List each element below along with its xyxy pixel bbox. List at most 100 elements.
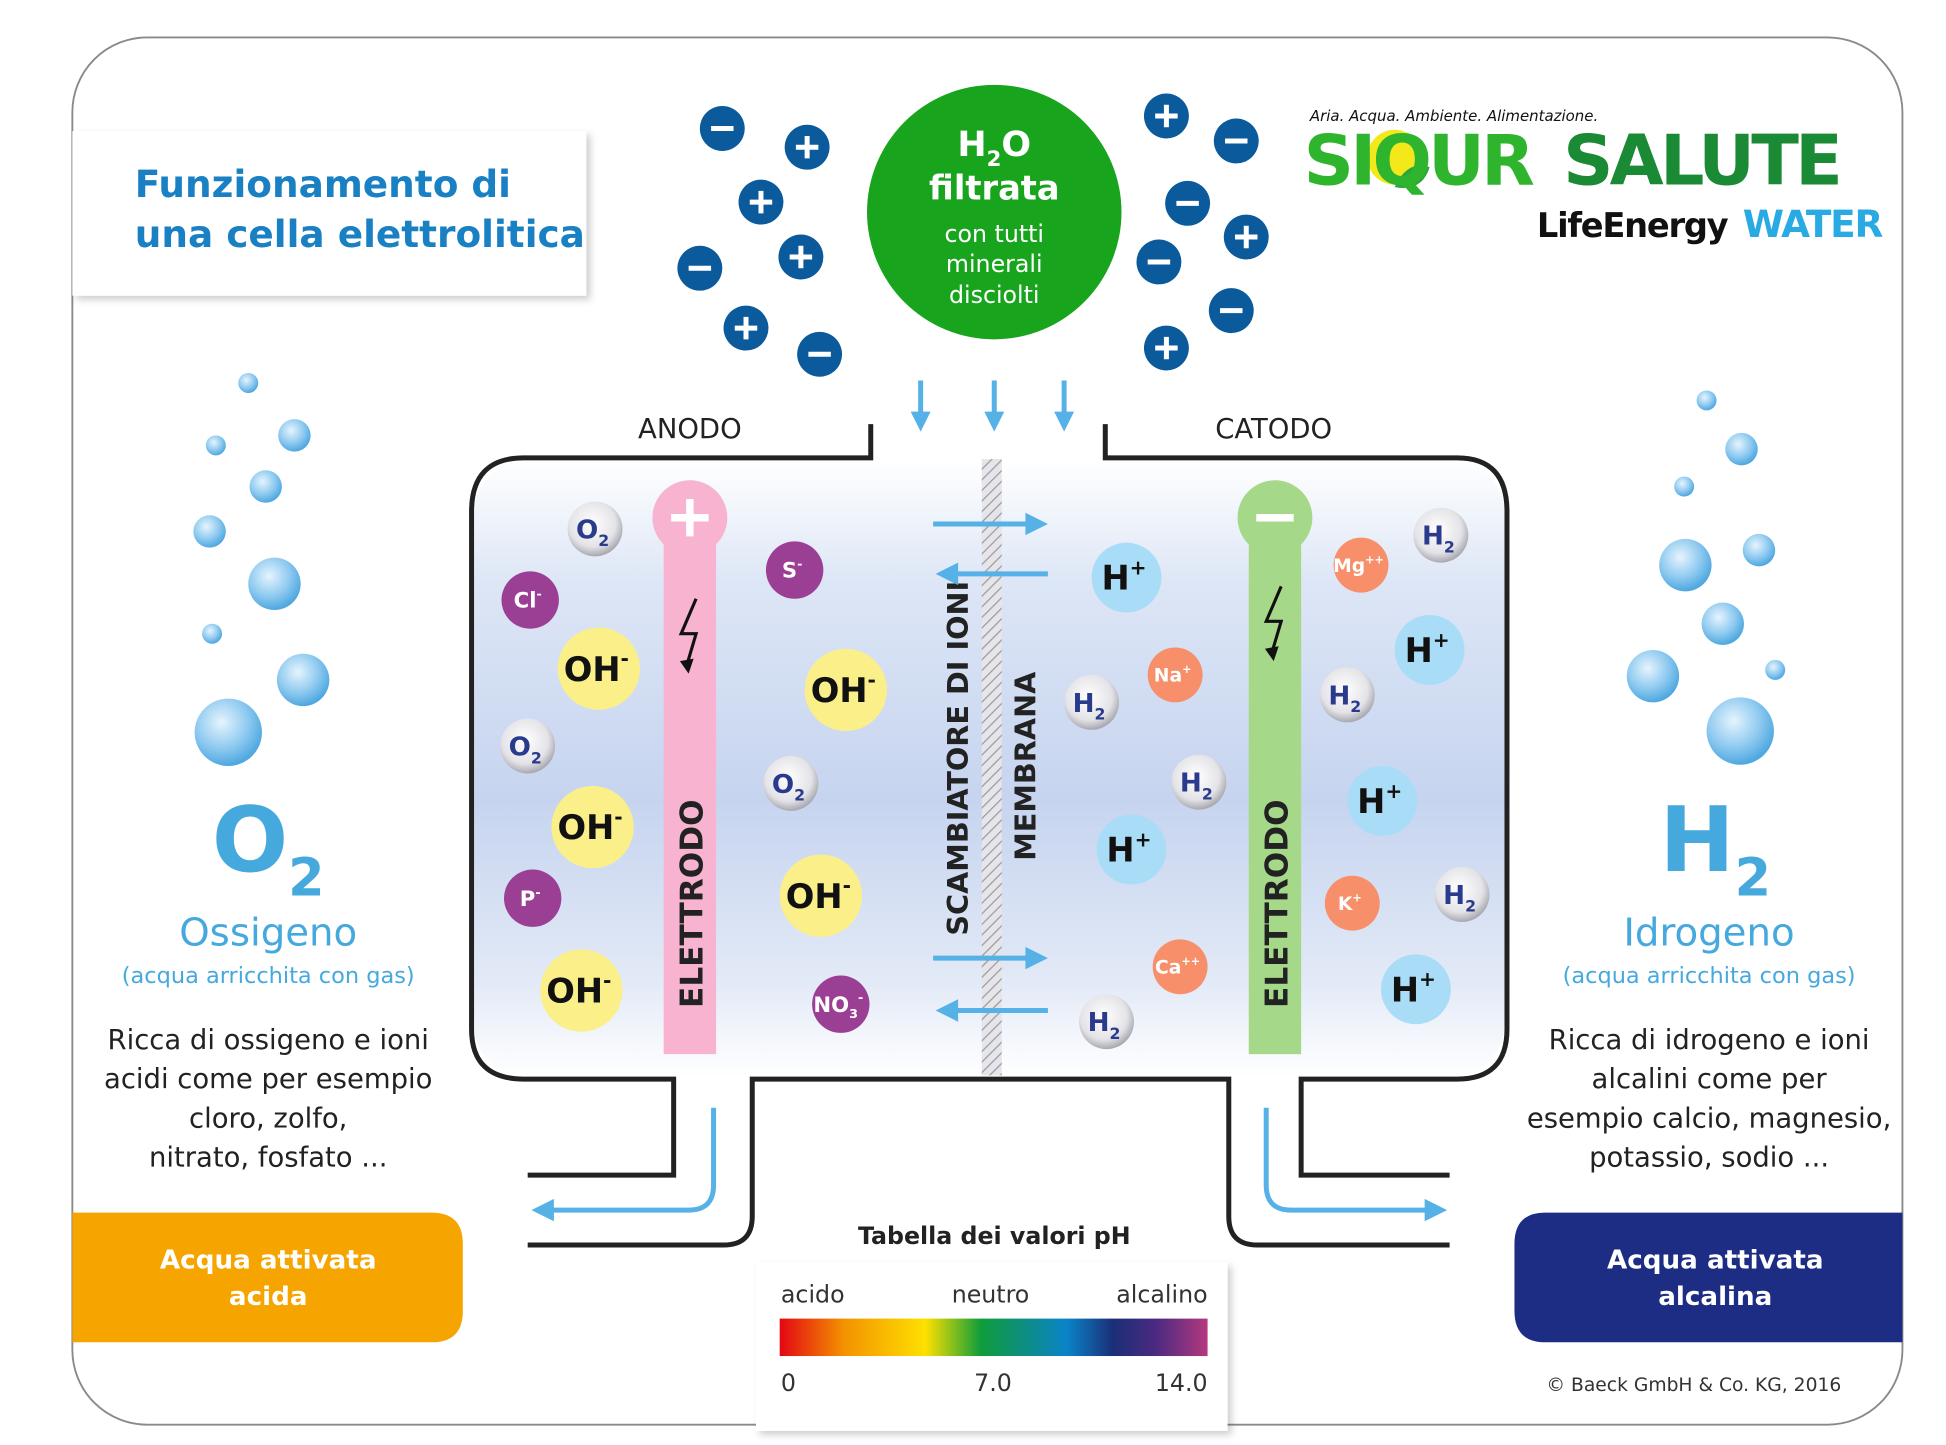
alkaline-output-box — [1514, 1212, 1903, 1343]
ph-alkaline-label: alcalino — [1116, 1280, 1207, 1308]
logo-sub-2: WATER — [1743, 202, 1884, 246]
cathode-electrode-label: ELETTRODO — [1259, 799, 1295, 1008]
molecule-label: H+ — [1391, 967, 1436, 1009]
anode-label: ANODO — [638, 414, 742, 445]
anode-electrode: ELETTRODO — [652, 480, 728, 1055]
gas-bubbles — [193, 373, 1786, 766]
bubble-icon — [1725, 432, 1758, 466]
logo-tagline: Aria. Acqua. Ambiente. Alimentazione. — [1309, 107, 1598, 125]
ph-neutral-label: neutro — [952, 1280, 1030, 1308]
negative-ion-icon — [699, 106, 745, 151]
positive-ion-icon — [778, 234, 824, 280]
molecule-gas: O2 — [500, 718, 556, 774]
title-line-1: Funzionamento di — [135, 162, 511, 206]
molecule-hydroxide: OH- — [551, 785, 634, 869]
negative-ion-icon — [677, 245, 723, 291]
negative-ion-icon — [1136, 239, 1182, 285]
positive-ion-icon — [1223, 214, 1269, 260]
molecule-hydroxide: OH- — [779, 854, 863, 937]
molecule-label: Mg++ — [1333, 553, 1384, 576]
molecule-label: H+ — [1405, 628, 1450, 670]
cathode-electrode: ELETTRODO — [1237, 480, 1313, 1055]
hydrogen-desc-2: alcalini come per — [1592, 1064, 1828, 1095]
molecule-gas: O2 — [763, 755, 819, 811]
oxygen-desc-3: cloro, zolfo, — [189, 1104, 347, 1135]
lightning-icon — [678, 598, 699, 668]
title-line-2: una cella elettrolitica — [135, 212, 585, 256]
molecule-label: O2 — [509, 732, 542, 767]
logo-leaf-icon — [1394, 165, 1430, 188]
molecules: O2 O2 O2 Cl- S- P- NO3- OH- OH- OH- OH- OH- H+ H+ H+ H+… — [500, 501, 1490, 1050]
ph-min: 0 — [781, 1369, 796, 1397]
bubble-icon — [202, 623, 223, 644]
hydrogen-symbol: H2 — [1660, 789, 1772, 909]
oxygen-section: O2 Ossigeno (acqua arricchita con gas) R… — [72, 789, 463, 1343]
molecule-cation: Mg++ — [1333, 537, 1389, 593]
molecule-label: OH- — [546, 968, 611, 1010]
lightning-icon — [1263, 585, 1284, 656]
molecule-cation: K+ — [1324, 875, 1380, 931]
bubble-icon — [249, 470, 282, 503]
bubble-icon — [194, 698, 262, 766]
negative-ion-icon — [1208, 288, 1254, 334]
membrane-label: MEMBRANA — [1008, 671, 1042, 861]
hydrogen-name: Idrogeno — [1624, 911, 1795, 956]
oxygen-symbol: O2 — [212, 789, 325, 909]
bubble-icon — [1706, 697, 1774, 765]
molecule-gas: H2 — [1434, 867, 1490, 922]
arrow-right-icon — [1424, 1198, 1448, 1222]
molecule-label: NO3- — [813, 989, 863, 1021]
bubble-icon — [276, 653, 330, 707]
logo-brand-1: SIQUR — [1304, 121, 1534, 202]
bubble-icon — [1765, 659, 1786, 680]
molecule-label: O2 — [576, 515, 609, 550]
molecule-label: H+ — [1357, 779, 1402, 821]
outflow-arrows — [548, 1107, 1429, 1213]
oxygen-note: (acqua arricchita con gas) — [122, 963, 415, 989]
molecule-label: OH- — [564, 647, 629, 689]
bubble-icon — [238, 373, 259, 393]
hydrogen-section: H2 Idrogeno (acqua arricchita con gas) R… — [1514, 789, 1903, 1343]
molecule-anion: P- — [503, 869, 562, 927]
molecule-label: K+ — [1338, 892, 1362, 915]
positive-ion-icon — [723, 305, 769, 351]
alkaline-output-label-2: alcalina — [1658, 1282, 1772, 1312]
ph-mid: 7.0 — [974, 1369, 1012, 1397]
title-box: Funzionamento di una cella elettrolitica — [72, 130, 587, 296]
cathode-label: CATODO — [1215, 414, 1332, 445]
molecule-gas: H2 — [1064, 674, 1120, 730]
molecule-label: H2 — [1422, 522, 1455, 557]
molecule-gas: H2 — [1171, 754, 1227, 810]
molecule-gas: H2 — [1413, 507, 1469, 563]
hydrogen-desc-1: Ricca di idrogeno e ioni — [1549, 1025, 1870, 1056]
molecule-label: Ca++ — [1155, 955, 1200, 978]
molecule-hydroxide: OH- — [557, 627, 640, 710]
hydrogen-desc-3: esempio calcio, magnesio, — [1527, 1104, 1891, 1135]
water-desc-1: con tutti — [944, 220, 1044, 248]
ph-table: Tabella dei valori pH acido neutro alcal… — [755, 1222, 1228, 1431]
anode-electrode-label: ELETTRODO — [674, 799, 710, 1008]
molecule-label: P- — [520, 884, 541, 911]
ion-exchanger-label: SCAMBIATORE DI IONI — [941, 581, 975, 936]
bubble-icon — [1742, 533, 1776, 567]
acid-output-label-2: acida — [229, 1282, 308, 1312]
hydrogen-desc-4: potassio, sodio ... — [1589, 1142, 1829, 1173]
ph-table-title: Tabella dei valori pH — [858, 1222, 1131, 1250]
molecule-label: OH- — [786, 874, 851, 916]
molecule-label: H2 — [1180, 769, 1213, 804]
logo: Aria. Acqua. Ambiente. Alimentazione. SI… — [1304, 107, 1885, 246]
molecule-hydroxide: OH- — [540, 949, 623, 1032]
molecule-label: H2 — [1073, 689, 1106, 724]
molecule-label: Na+ — [1154, 663, 1192, 686]
molecule-label: H2 — [1088, 1008, 1121, 1043]
positive-ion-icon — [784, 124, 830, 170]
bubble-icon — [1696, 390, 1717, 411]
molecule-anion: Cl- — [501, 571, 559, 629]
bubble-icon — [1674, 476, 1695, 497]
membrane — [981, 459, 1002, 1076]
positive-ion-icon — [738, 179, 784, 225]
molecule-label: Cl- — [514, 586, 542, 613]
molecule-label: H2 — [1328, 681, 1361, 716]
molecule-label: H2 — [1443, 881, 1476, 916]
